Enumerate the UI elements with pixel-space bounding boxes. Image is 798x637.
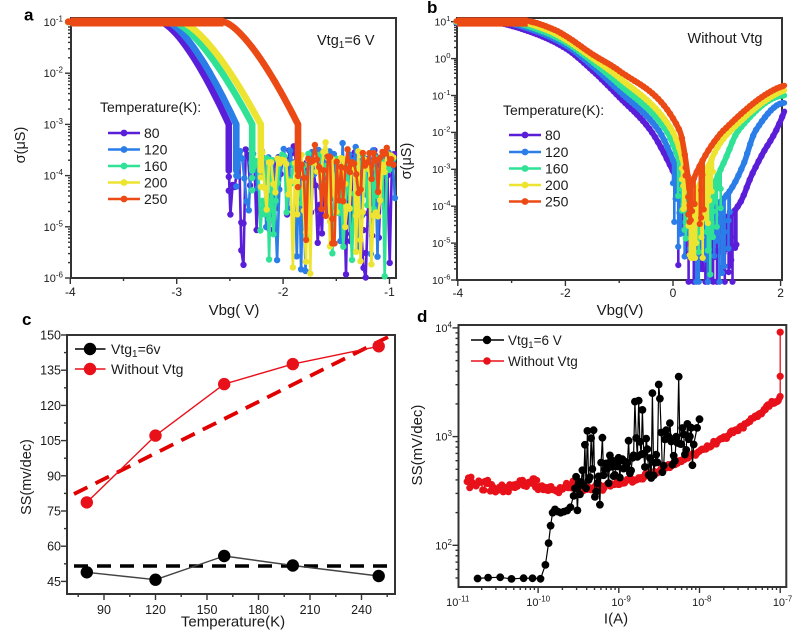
svg-text:250: 250	[144, 191, 168, 207]
svg-text:d: d	[417, 307, 427, 326]
svg-text:90: 90	[47, 469, 61, 483]
svg-text:90: 90	[97, 603, 111, 617]
svg-text:σ(μS): σ(μS)	[13, 127, 29, 164]
svg-text:200: 200	[545, 177, 569, 193]
svg-text:Vbg( V): Vbg( V)	[209, 302, 260, 319]
svg-text:45: 45	[47, 575, 61, 589]
svg-text:250: 250	[545, 194, 569, 210]
svg-text:Vbg(V): Vbg(V)	[597, 302, 644, 319]
svg-text:210: 210	[300, 603, 321, 617]
svg-text:10-5: 10-5	[44, 219, 64, 234]
svg-text:-4: -4	[65, 285, 76, 299]
svg-text:100: 100	[435, 51, 451, 66]
svg-text:80: 80	[144, 125, 160, 141]
svg-text:180: 180	[248, 603, 269, 617]
svg-text:σ(μS): σ(μS)	[399, 143, 415, 180]
svg-text:150: 150	[197, 603, 218, 617]
svg-text:Temperature(K): Temperature(K)	[181, 614, 285, 631]
svg-text:c: c	[22, 310, 31, 329]
svg-text:120: 120	[145, 603, 166, 617]
svg-text:Vtg1=6 V: Vtg1=6 V	[508, 333, 562, 351]
svg-text:0: 0	[670, 286, 677, 300]
svg-text:160: 160	[545, 161, 569, 177]
svg-text:10-7: 10-7	[773, 595, 793, 610]
svg-text:120: 120	[40, 399, 61, 413]
svg-text:120: 120	[545, 144, 569, 160]
svg-text:-3: -3	[171, 285, 182, 299]
svg-text:Temperature(K):: Temperature(K):	[503, 102, 604, 118]
svg-text:Without Vtg: Without Vtg	[508, 354, 578, 369]
svg-text:240: 240	[351, 603, 372, 617]
svg-text:10-2: 10-2	[44, 66, 64, 81]
svg-text:10-4: 10-4	[432, 199, 451, 214]
svg-text:-4: -4	[452, 286, 463, 300]
svg-text:Without Vtg: Without Vtg	[688, 31, 763, 47]
svg-text:200: 200	[144, 175, 168, 191]
svg-text:-2: -2	[278, 285, 289, 299]
svg-text:Without Vtg: Without Vtg	[111, 361, 183, 377]
svg-text:160: 160	[144, 158, 168, 174]
svg-text:10-8: 10-8	[692, 595, 712, 610]
svg-text:103: 103	[435, 429, 452, 444]
svg-text:75: 75	[47, 505, 61, 519]
svg-text:10-9: 10-9	[611, 595, 631, 610]
svg-text:b: b	[427, 0, 437, 17]
svg-text:10-2: 10-2	[432, 125, 451, 140]
svg-text:10-5: 10-5	[432, 235, 451, 250]
svg-text:2: 2	[777, 286, 784, 300]
svg-text:102: 102	[435, 538, 452, 553]
svg-text:-2: -2	[560, 286, 571, 300]
svg-text:60: 60	[47, 540, 61, 554]
svg-text:150: 150	[40, 329, 61, 343]
svg-text:10-6: 10-6	[432, 272, 451, 287]
svg-text:120: 120	[144, 142, 168, 158]
svg-text:10-6: 10-6	[44, 271, 64, 286]
svg-text:SS(mv/dec): SS(mv/dec)	[19, 439, 35, 515]
svg-text:105: 105	[40, 434, 61, 448]
svg-text:10-3: 10-3	[432, 162, 451, 177]
svg-text:a: a	[24, 6, 34, 25]
svg-text:104: 104	[435, 320, 452, 335]
svg-text:Temperature(K):: Temperature(K):	[100, 99, 201, 115]
svg-text:SS(mV/dec): SS(mV/dec)	[409, 405, 426, 486]
svg-text:10-10: 10-10	[526, 595, 550, 610]
svg-text:10-1: 10-1	[44, 15, 64, 30]
svg-text:10-4: 10-4	[44, 168, 64, 183]
svg-text:10-3: 10-3	[44, 117, 64, 132]
svg-text:80: 80	[545, 127, 561, 143]
svg-text:-1: -1	[384, 285, 395, 299]
svg-text:Vtg1=6v: Vtg1=6v	[111, 341, 161, 360]
svg-text:Vtg1=6 V: Vtg1=6 V	[317, 33, 375, 51]
svg-text:135: 135	[40, 364, 61, 378]
svg-text:10-1: 10-1	[432, 88, 451, 103]
svg-text:I(A): I(A)	[604, 611, 628, 628]
svg-text:10-11: 10-11	[446, 595, 470, 610]
